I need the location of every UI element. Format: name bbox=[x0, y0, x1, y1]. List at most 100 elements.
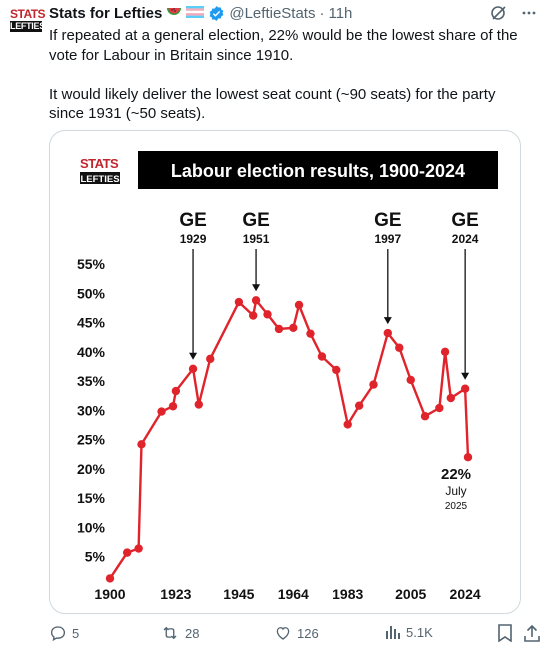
watermelon-emoji-icon bbox=[166, 5, 182, 22]
y-tick-label: 20% bbox=[77, 461, 106, 477]
annotation-arrow-head bbox=[252, 284, 261, 292]
annotation-label-year: 1951 bbox=[243, 232, 270, 246]
series-line bbox=[109, 299, 470, 580]
data-point bbox=[446, 393, 456, 403]
annotation-label-top: GE bbox=[242, 210, 269, 231]
chart-title: Labour election results, 1900-2024 bbox=[171, 161, 465, 181]
separator-dot: · bbox=[319, 4, 325, 22]
data-point bbox=[188, 364, 198, 373]
author-handle[interactable]: @LeftieStats bbox=[229, 4, 316, 22]
data-point bbox=[171, 386, 181, 396]
x-tick-label: 1983 bbox=[332, 586, 363, 602]
chart-plot: 55% 50% 45% 40% 35% 30% 25% 20% 15% 10% 5% 1900 1923… bbox=[77, 210, 481, 602]
y-tick-label: 25% bbox=[77, 432, 106, 448]
data-point bbox=[354, 401, 364, 410]
data-point bbox=[369, 380, 378, 389]
x-tick-label: 2024 bbox=[450, 586, 481, 602]
retweet-icon bbox=[163, 626, 177, 640]
labour-chart: STATS LEFTIES Labour election results, 1… bbox=[77, 151, 498, 602]
more-icon[interactable] bbox=[520, 4, 538, 27]
x-tick-label: 1964 bbox=[278, 586, 309, 602]
data-point bbox=[263, 310, 272, 319]
end-value-label: 22% bbox=[441, 466, 471, 483]
grok-icon[interactable] bbox=[490, 4, 508, 27]
bookmark-button[interactable] bbox=[497, 624, 513, 642]
data-point bbox=[289, 323, 298, 333]
x-tick-label: 1923 bbox=[160, 586, 191, 602]
bookmark-icon bbox=[498, 624, 512, 642]
y-tick-label: 15% bbox=[77, 490, 106, 506]
annotation-label-year: 2024 bbox=[452, 232, 479, 246]
data-point bbox=[460, 384, 470, 393]
annotation-label-year: 1997 bbox=[374, 232, 401, 246]
data-point bbox=[105, 574, 115, 583]
reply-button[interactable]: 5 bbox=[49, 624, 79, 642]
trans-flag-emoji-icon bbox=[186, 5, 205, 22]
like-button[interactable]: 126 bbox=[274, 624, 319, 642]
annotation-arrow-head bbox=[461, 372, 470, 380]
data-point bbox=[157, 407, 166, 416]
share-icon bbox=[524, 624, 540, 642]
tweet-text: If repeated at a general election, 22% w… bbox=[49, 26, 534, 143]
data-point bbox=[317, 352, 327, 361]
views-count: 5.1K bbox=[406, 624, 433, 640]
x-tick-label: 1900 bbox=[94, 586, 125, 602]
views-button[interactable]: 5.1K bbox=[385, 624, 433, 640]
data-point bbox=[435, 403, 444, 413]
share-button[interactable] bbox=[524, 624, 540, 642]
data-point bbox=[206, 354, 215, 364]
action-bar: 5 28 126 5.1K bbox=[49, 624, 540, 644]
reply-count: 5 bbox=[72, 625, 80, 641]
data-point bbox=[122, 548, 132, 557]
media-card[interactable]: STATS LEFTIES Labour election results, 1… bbox=[49, 130, 521, 614]
data-point bbox=[406, 375, 415, 385]
reply-icon bbox=[50, 626, 66, 642]
data-point bbox=[306, 329, 315, 338]
data-point bbox=[249, 311, 258, 320]
tweet-top-actions bbox=[490, 4, 538, 27]
verified-badge-icon bbox=[208, 5, 225, 22]
chart-logo-bar bbox=[80, 172, 120, 184]
chart-logo-line1: STATS bbox=[80, 156, 119, 171]
data-point bbox=[137, 440, 146, 449]
y-tick-label: 40% bbox=[77, 344, 106, 360]
x-tick-label: 1945 bbox=[223, 586, 254, 602]
chart-logo-line2: LEFTIES bbox=[80, 174, 119, 185]
y-tick-label: 10% bbox=[77, 519, 106, 535]
data-point bbox=[274, 324, 284, 334]
data-point bbox=[440, 347, 450, 357]
end-year-label: 2025 bbox=[445, 501, 468, 512]
annotation-label-year: 1929 bbox=[180, 232, 207, 246]
chart-title-bar bbox=[138, 151, 498, 189]
author-name[interactable]: Stats for Lefties bbox=[49, 4, 163, 22]
data-point bbox=[420, 412, 430, 421]
end-month-label: July bbox=[445, 484, 466, 498]
retweet-button[interactable]: 28 bbox=[160, 624, 199, 642]
x-tick-label: 2005 bbox=[395, 586, 426, 602]
tweet-paragraph-1: If repeated at a general election, 22% w… bbox=[49, 27, 518, 64]
data-point bbox=[294, 300, 304, 310]
data-point bbox=[234, 297, 244, 307]
annotation-arrow-head bbox=[189, 352, 198, 360]
avatar[interactable]: STATS LEFTIES bbox=[10, 6, 46, 38]
y-tick-label: 5% bbox=[85, 549, 106, 565]
tweet-paragraph-2: It would likely deliver the lowest seat … bbox=[49, 85, 496, 123]
y-tick-label: 45% bbox=[77, 315, 106, 331]
heart-icon bbox=[276, 627, 290, 640]
tweet-header: Stats for Lefties @LeftieStats · 11h bbox=[49, 4, 352, 22]
timestamp[interactable]: 11h bbox=[328, 4, 353, 22]
data-point bbox=[383, 328, 393, 338]
data-point bbox=[134, 544, 143, 553]
y-tick-label: 30% bbox=[77, 402, 106, 418]
chart-logo: STATS LEFTIES bbox=[80, 156, 120, 185]
annotation-arrow-head bbox=[383, 317, 392, 325]
y-tick-label: 55% bbox=[77, 256, 106, 272]
data-point bbox=[463, 453, 473, 462]
retweet-count: 28 bbox=[185, 625, 200, 641]
y-tick-label: 35% bbox=[77, 373, 106, 389]
data-point bbox=[251, 296, 261, 305]
like-count: 126 bbox=[297, 625, 319, 641]
annotation-label-top: GE bbox=[374, 210, 401, 231]
data-point bbox=[343, 420, 352, 429]
